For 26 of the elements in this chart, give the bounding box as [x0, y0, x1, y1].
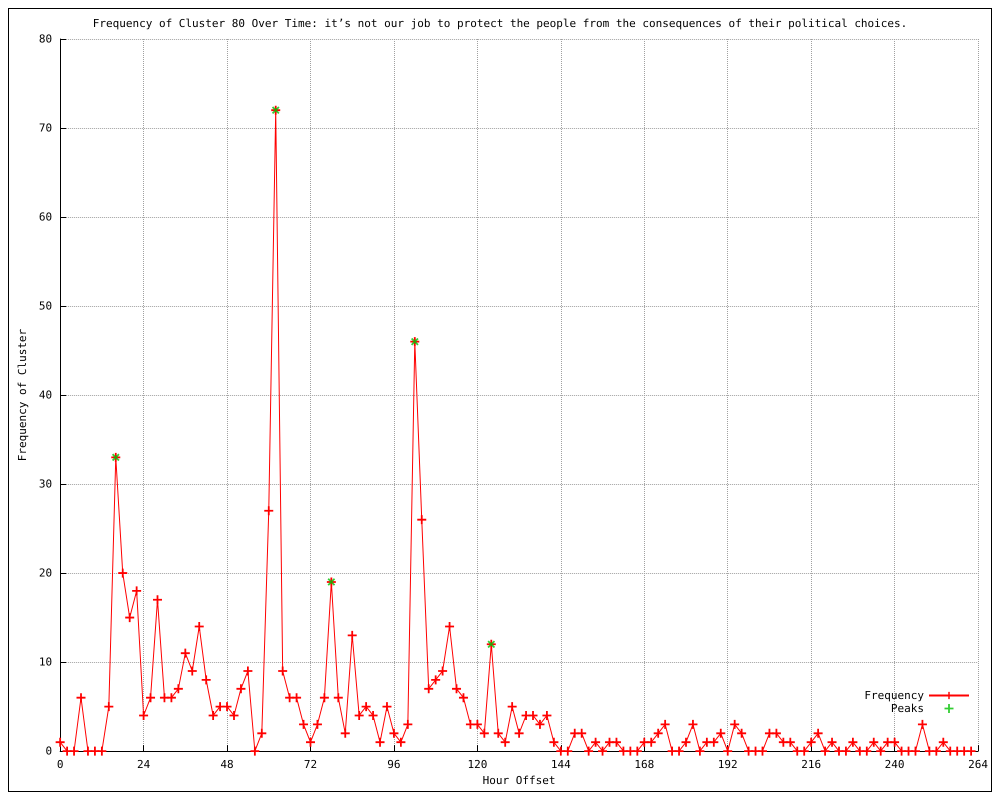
- y-axis-title: Frequency of Cluster: [16, 328, 29, 462]
- x-tick-label: 96: [387, 758, 401, 772]
- y-tick-label: 40: [38, 388, 52, 402]
- x-tick-label: 192: [718, 758, 738, 772]
- legend-label: Peaks: [890, 702, 924, 715]
- x-tick-label: 144: [550, 758, 572, 772]
- y-tick-label: 30: [38, 478, 52, 491]
- x-tick-label: 240: [884, 758, 905, 772]
- x-tick-label: 216: [801, 758, 822, 772]
- y-tick-label: 50: [38, 300, 52, 313]
- legend-label: Frequency: [864, 689, 924, 702]
- x-axis-title: Hour Offset: [482, 774, 556, 787]
- x-tick-label: 24: [136, 758, 151, 772]
- x-tick-label: 0: [56, 758, 64, 772]
- y-tick-label: 80: [38, 32, 52, 46]
- x-tick-label: 72: [304, 758, 318, 772]
- chart-title: Frequency of Cluster 80 Over Time: it’s not our job to protect the people from the consequences of their political choices.: [92, 17, 908, 30]
- x-tick-label: 168: [634, 758, 654, 772]
- y-tick-label: 70: [38, 122, 52, 135]
- y-tick-label: 60: [38, 210, 52, 224]
- y-tick-label: 20: [38, 566, 52, 580]
- y-tick-label: 0: [46, 744, 52, 758]
- y-tick-label: 10: [38, 656, 52, 669]
- x-tick-label: 48: [220, 758, 234, 772]
- x-tick-label: 120: [467, 758, 488, 772]
- x-tick-label: 264: [968, 758, 988, 772]
